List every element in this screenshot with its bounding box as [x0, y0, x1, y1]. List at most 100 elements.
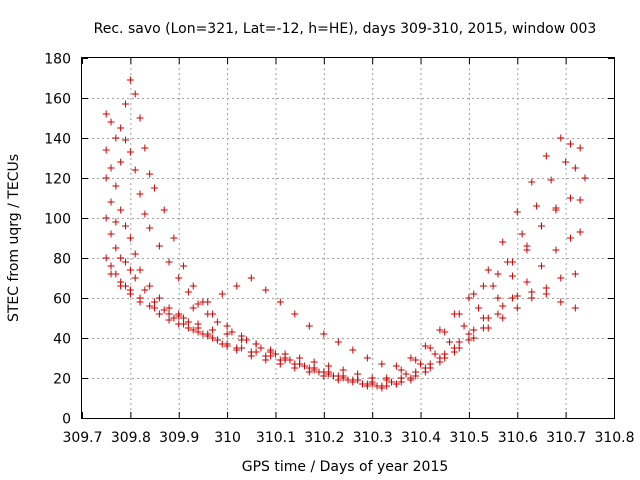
- data-point: [397, 366, 405, 374]
- data-point: [523, 278, 531, 286]
- data-point: [450, 310, 458, 318]
- chart-title: Rec. savo (Lon=321, Lat=-12, h=HE), days…: [94, 21, 597, 37]
- data-point: [508, 294, 516, 302]
- data-point: [499, 314, 507, 322]
- data-point: [325, 368, 333, 376]
- data-point: [441, 328, 449, 336]
- data-point: [107, 164, 115, 172]
- data-point: [151, 184, 159, 192]
- data-point: [189, 326, 197, 334]
- data-point: [165, 310, 173, 318]
- data-point: [146, 170, 154, 178]
- y-tick-label: 60: [53, 292, 71, 308]
- data-point: [310, 364, 318, 372]
- data-point: [378, 360, 386, 368]
- data-point: [141, 286, 149, 294]
- data-point: [368, 374, 376, 382]
- data-point: [489, 282, 497, 290]
- data-point: [175, 320, 183, 328]
- data-point: [107, 230, 115, 238]
- data-point: [151, 304, 159, 312]
- y-tick-label: 140: [44, 132, 71, 148]
- data-point: [136, 190, 144, 198]
- data-point: [131, 90, 139, 98]
- data-point: [397, 374, 405, 382]
- data-point: [122, 100, 130, 108]
- data-point: [281, 356, 289, 364]
- y-axis-label: STEC from uqrg / TECUs: [6, 154, 22, 322]
- data-point: [136, 298, 144, 306]
- data-point: [499, 238, 507, 246]
- x-tick-label: 310.4: [401, 430, 441, 446]
- data-point: [180, 314, 188, 322]
- data-point: [151, 298, 159, 306]
- data-point: [392, 362, 400, 370]
- data-point: [155, 242, 163, 250]
- data-point: [276, 298, 284, 306]
- data-point: [102, 146, 110, 154]
- data-point: [475, 304, 483, 312]
- data-point: [528, 288, 536, 296]
- data-point: [426, 344, 434, 352]
- data-point: [213, 336, 221, 344]
- data-point: [131, 250, 139, 258]
- x-tick-label: 310.8: [594, 430, 634, 446]
- data-point: [465, 294, 473, 302]
- data-point: [189, 282, 197, 290]
- data-point: [126, 234, 134, 242]
- data-point: [194, 328, 202, 336]
- data-point: [557, 134, 565, 142]
- data-point: [233, 282, 241, 290]
- data-point: [175, 274, 183, 282]
- data-point: [484, 266, 492, 274]
- data-point: [146, 302, 154, 310]
- data-point: [238, 344, 246, 352]
- data-point: [228, 328, 236, 336]
- data-point: [136, 266, 144, 274]
- x-tick-labels: 309.7 309.8 309.9 310 310.1 310.2 310.3 310.4 31…: [62, 430, 634, 446]
- data-point: [523, 242, 531, 250]
- data-point: [571, 304, 579, 312]
- data-point: [431, 350, 439, 358]
- x-tick-label: 309.8: [111, 430, 151, 446]
- data-point: [455, 338, 463, 346]
- data-point: [484, 314, 492, 322]
- data-point: [204, 298, 212, 306]
- data-point: [528, 178, 536, 186]
- data-point: [252, 348, 260, 356]
- data-point: [310, 358, 318, 366]
- data-point: [557, 274, 565, 282]
- data-point: [165, 258, 173, 266]
- data-point: [209, 326, 217, 334]
- data-point: [566, 194, 574, 202]
- data-point: [126, 266, 134, 274]
- x-axis-label: GPS time / Days of year 2015: [242, 459, 449, 475]
- data-point: [354, 370, 362, 378]
- data-point: [542, 284, 550, 292]
- data-point: [421, 368, 429, 376]
- data-point: [194, 300, 202, 308]
- data-point: [141, 210, 149, 218]
- data-point: [533, 202, 541, 210]
- data-point: [223, 330, 231, 338]
- data-point: [499, 302, 507, 310]
- data-point: [262, 286, 270, 294]
- data-point: [368, 380, 376, 388]
- y-tick-labels: 0 20 40 60 80 100 120 140 160 180: [44, 52, 71, 428]
- data-point: [102, 254, 110, 262]
- data-point: [325, 362, 333, 370]
- x-tick-label: 309.7: [62, 430, 102, 446]
- data-point: [184, 318, 192, 326]
- data-point: [213, 318, 221, 326]
- data-point: [170, 314, 178, 322]
- data-point: [184, 288, 192, 296]
- data-point: [402, 370, 410, 378]
- data-point: [175, 310, 183, 318]
- data-point: [136, 114, 144, 122]
- data-point: [247, 274, 255, 282]
- data-point: [184, 324, 192, 332]
- data-point: [547, 176, 555, 184]
- data-point: [199, 330, 207, 338]
- data-point: [267, 352, 275, 360]
